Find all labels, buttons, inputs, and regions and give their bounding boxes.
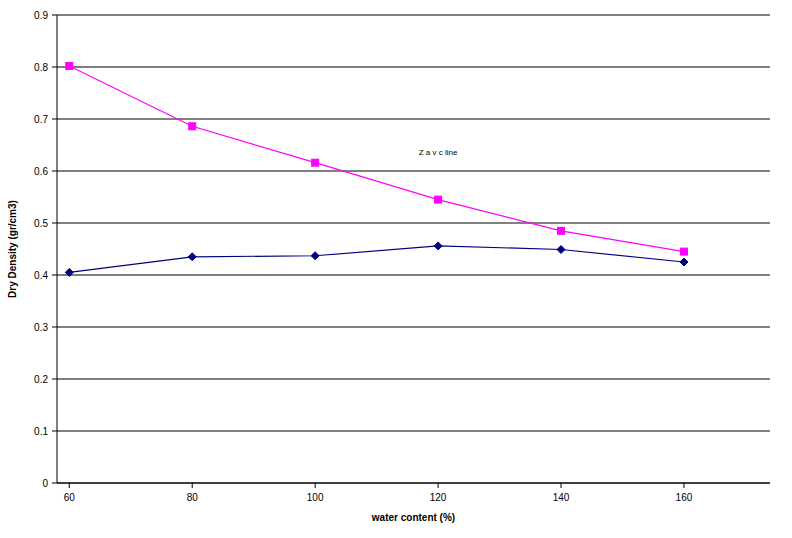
x-tick-label: 140 xyxy=(553,492,570,503)
point xyxy=(680,248,687,255)
series-line xyxy=(69,66,684,252)
y-tick-label: 0.9 xyxy=(34,10,48,21)
y-tick-label: 0.3 xyxy=(34,322,48,333)
y-tick xyxy=(52,379,57,380)
y-tick-label: 0.6 xyxy=(34,166,48,177)
y-tick-label: 0.8 xyxy=(34,62,48,73)
grid-line xyxy=(57,223,770,224)
point xyxy=(435,196,442,203)
x-tick xyxy=(438,483,439,488)
grid-line xyxy=(57,119,770,120)
x-tick xyxy=(192,483,193,488)
y-tick xyxy=(52,483,57,484)
point xyxy=(66,62,73,69)
point xyxy=(557,246,565,254)
grid-line xyxy=(57,379,770,380)
point xyxy=(312,159,319,166)
grid-line xyxy=(57,275,770,276)
grid-line xyxy=(57,483,770,484)
x-tick xyxy=(315,483,316,488)
point xyxy=(434,242,442,250)
y-axis-title: Dry Density (gr/cm3) xyxy=(7,200,18,298)
x-tick-label: 100 xyxy=(307,492,324,503)
point xyxy=(65,268,73,276)
x-tick xyxy=(69,483,70,488)
y-tick-label: 0.7 xyxy=(34,114,48,125)
series-label: Z a v c line xyxy=(419,148,458,157)
point xyxy=(680,258,688,266)
y-tick xyxy=(52,327,57,328)
y-tick xyxy=(52,119,57,120)
y-tick-label: 0.4 xyxy=(34,270,48,281)
grid-line xyxy=(57,15,770,16)
y-tick-label: 0.5 xyxy=(34,218,48,229)
x-tick xyxy=(561,483,562,488)
x-axis xyxy=(57,483,770,484)
point xyxy=(558,227,565,234)
grid-line xyxy=(57,171,770,172)
plot-marks xyxy=(65,62,688,276)
series-line xyxy=(69,246,684,273)
y-tick xyxy=(52,431,57,432)
y-tick-label: 0 xyxy=(42,478,48,489)
y-tick xyxy=(52,223,57,224)
x-axis-title: water content (%) xyxy=(371,512,455,523)
y-tick xyxy=(52,171,57,172)
x-tick-label: 120 xyxy=(430,492,447,503)
y-tick xyxy=(52,275,57,276)
point xyxy=(188,253,196,261)
point xyxy=(189,123,196,130)
chart: 0 0.1 0.2 0.3 0.4 0.5 0.6 0.7 0.8 0.9 60 80 100 120 14… xyxy=(0,0,792,538)
grid-line xyxy=(57,431,770,432)
x-tick xyxy=(683,483,684,488)
y-tick xyxy=(52,15,57,16)
y-tick-label: 0.1 xyxy=(34,426,48,437)
x-tick-label: 60 xyxy=(64,492,76,503)
grid-line xyxy=(57,67,770,68)
y-axis xyxy=(57,15,58,483)
y-tick-label: 0.2 xyxy=(34,374,48,385)
point xyxy=(311,252,319,260)
x-tick-label: 160 xyxy=(676,492,693,503)
y-tick xyxy=(52,67,57,68)
x-tick-label: 80 xyxy=(187,492,199,503)
grid-line xyxy=(57,327,770,328)
